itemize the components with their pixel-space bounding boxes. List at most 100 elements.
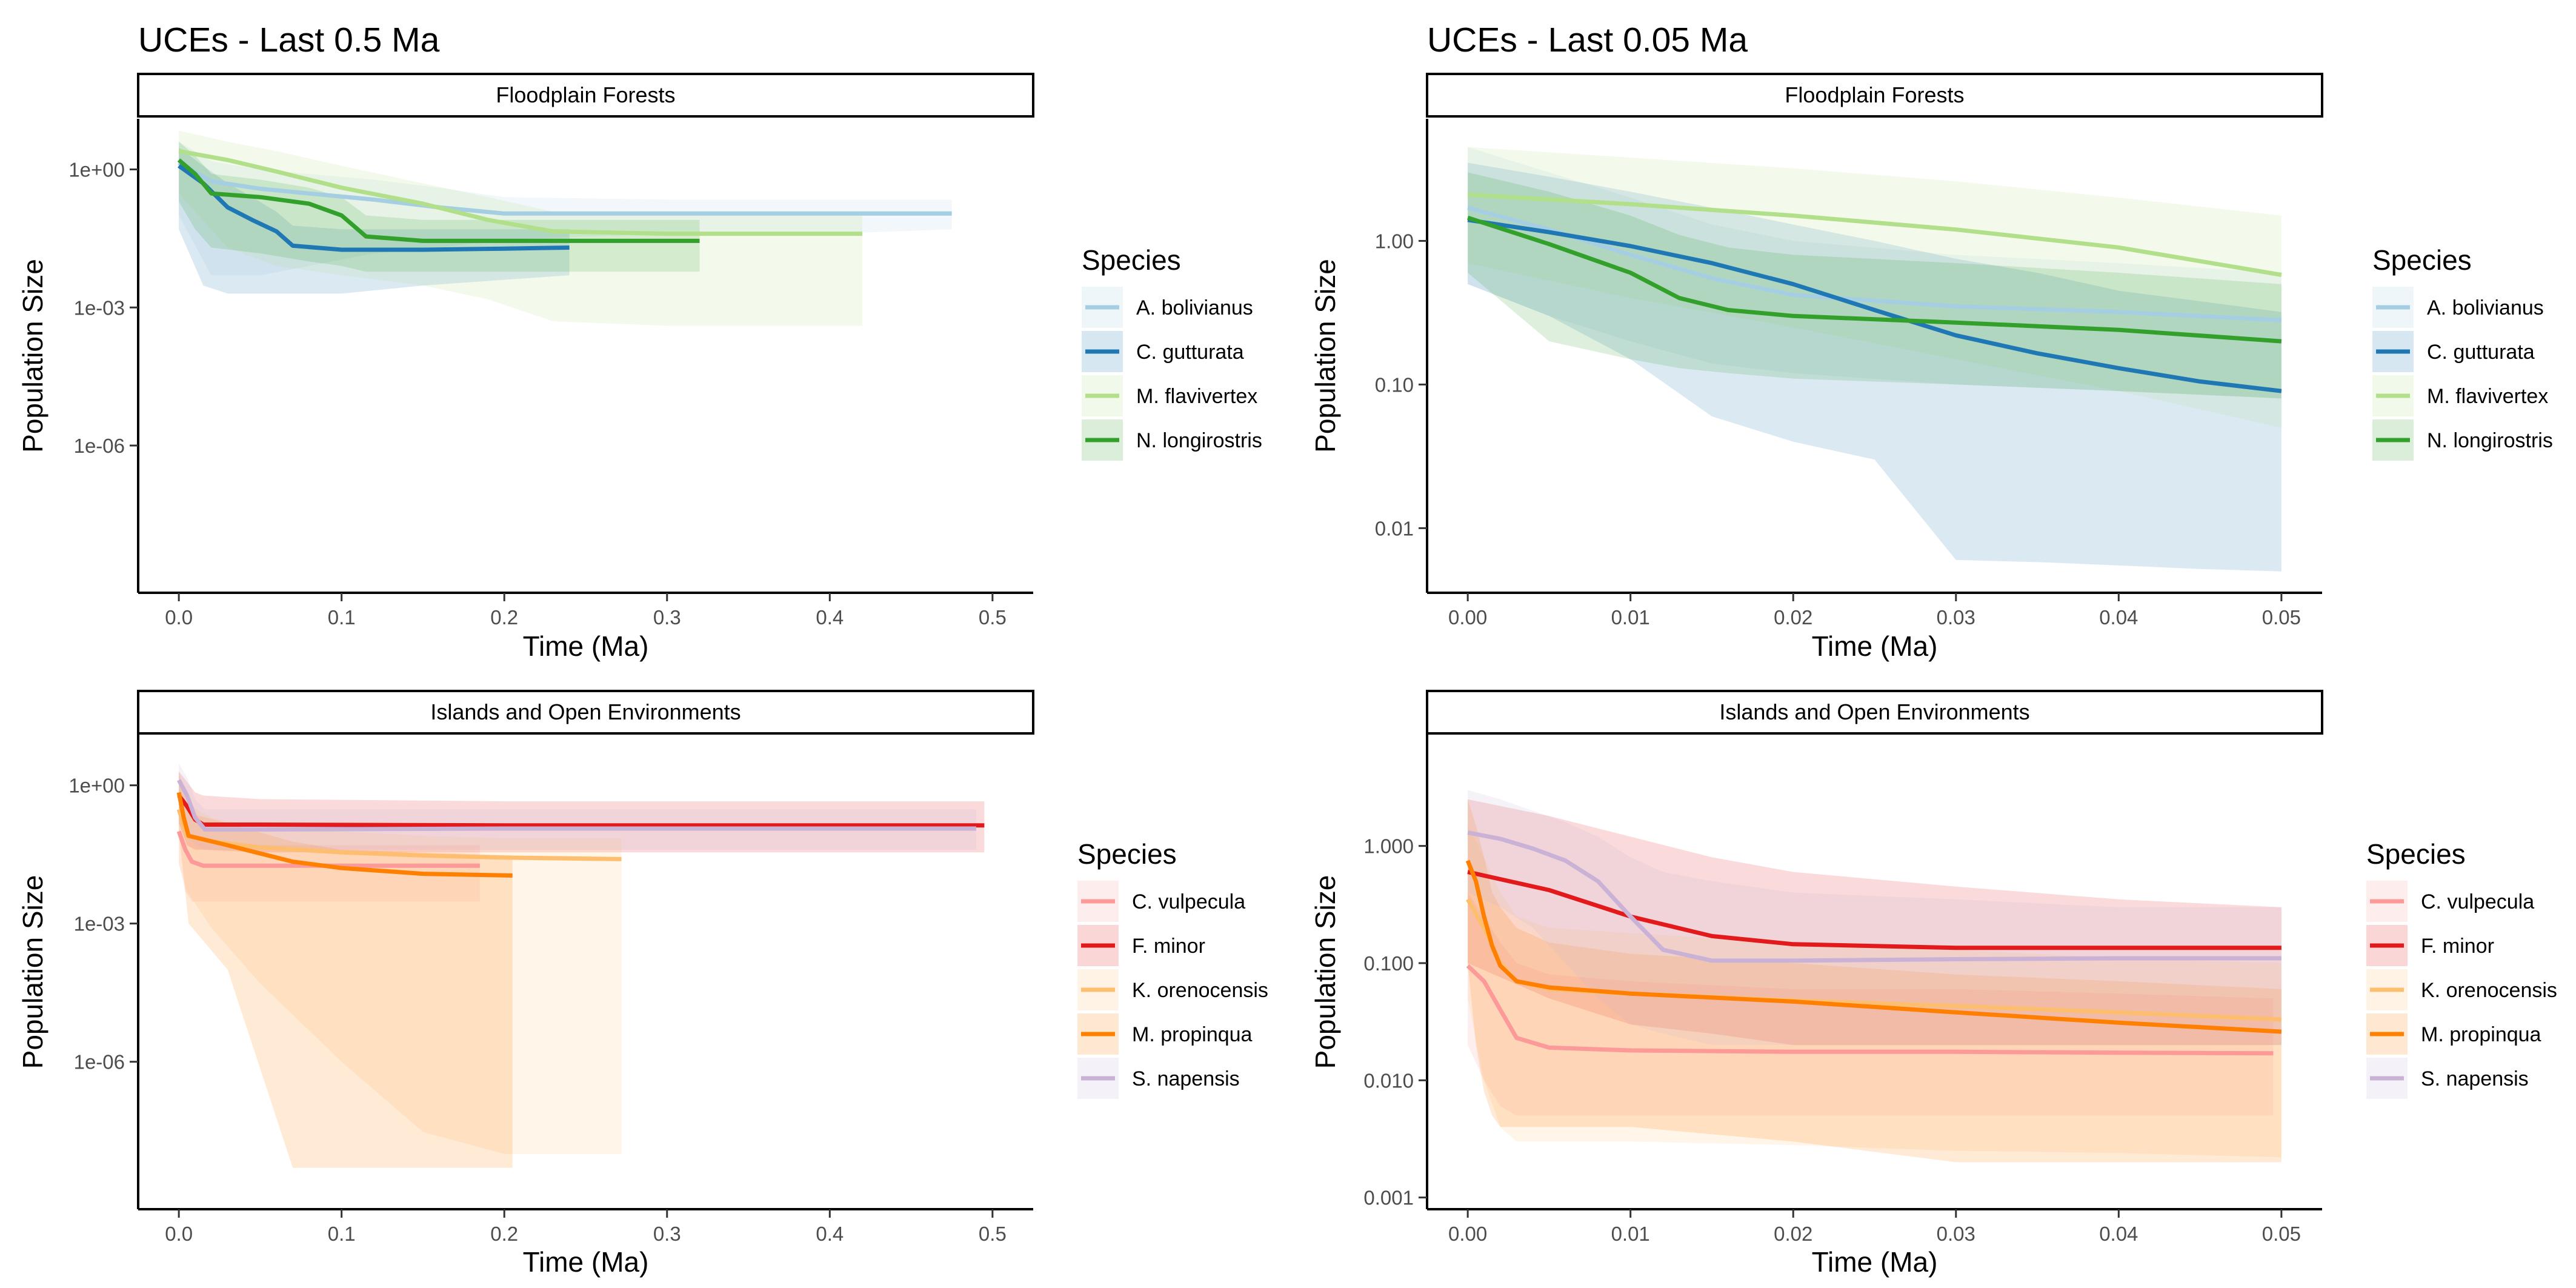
panel-0: UCEs - Last 0.5 Ma Floodplain Forests 0.0 0… <box>17 21 1262 662</box>
plot-area <box>177 130 952 326</box>
legend-label: A. bolivianus <box>1136 296 1253 319</box>
x-tick-label: 0.1 <box>328 1223 356 1245</box>
series-line-0 <box>178 161 952 216</box>
legend-item: C. vulpecula <box>1077 881 1245 922</box>
legend-item: M. flavivertex <box>1082 375 1257 416</box>
y-axis-title: Population Size <box>17 875 48 1069</box>
y-tick-label: 1e-06 <box>74 435 125 457</box>
ribbon-2 <box>179 130 863 326</box>
legend-label: S. napensis <box>2421 1067 2529 1090</box>
plot-area <box>176 763 985 1168</box>
x-tick-label: 0.01 <box>1611 1223 1650 1245</box>
series-line-2 <box>1467 192 2282 277</box>
y-tick-label: 1.00 <box>1375 230 1414 252</box>
facet-strip <box>137 690 1034 735</box>
ribbon-0 <box>1468 147 2281 399</box>
legend-label: M. flavivertex <box>1136 385 1257 408</box>
legend-label: C. vulpecula <box>2421 890 2534 913</box>
y-tick-label: 1e+00 <box>68 159 125 181</box>
legend-item: C. gutturata <box>2372 331 2535 372</box>
series-line-1 <box>177 794 985 828</box>
ribbon-4 <box>1468 790 2281 1046</box>
y-tick-label: 1.000 <box>1363 835 1414 858</box>
legend: Species A. bolivianus C. gutturata M. flavi… <box>2372 244 2553 461</box>
series-line-0 <box>176 830 480 868</box>
legend-title: Species <box>1082 244 1181 276</box>
x-axis-title: Time (Ma) <box>1812 630 1938 662</box>
x-tick-label: 0.2 <box>490 606 518 629</box>
legend-label: F. minor <box>2421 935 2494 958</box>
series-line-3 <box>1465 859 2282 1034</box>
series-line-1 <box>1467 870 2281 950</box>
legend-item: F. minor <box>2366 925 2494 966</box>
series-line-0 <box>1466 964 2274 1056</box>
legend-item: K. orenocensis <box>1077 969 1268 1010</box>
ribbon-3 <box>1468 172 2281 399</box>
x-tick-label: 0.4 <box>816 1223 844 1245</box>
x-tick-label: 0.3 <box>653 606 681 629</box>
ribbon-2 <box>1468 147 2281 428</box>
legend-label: C. gutturata <box>2427 341 2535 364</box>
y-tick-label: 0.001 <box>1363 1187 1414 1209</box>
x-axis-title: Time (Ma) <box>523 1246 649 1278</box>
facet-label: Islands and Open Environments <box>1719 699 2029 724</box>
x-tick-label: 0.00 <box>1448 606 1487 629</box>
legend-item: N. longirostris <box>1082 419 1262 461</box>
legend-label: C. gutturata <box>1136 341 1244 364</box>
facet-label: Floodplain Forests <box>1785 82 1964 107</box>
y-tick-label: 0.010 <box>1363 1069 1414 1092</box>
ribbon-0 <box>179 141 952 276</box>
legend: Species C. vulpecula F. minor K. orenocensi… <box>2366 838 2557 1099</box>
y-tick-label: 0.10 <box>1375 373 1414 396</box>
legend-title: Species <box>2372 244 2472 276</box>
x-tick-label: 0.03 <box>1937 1223 1975 1245</box>
legend-label: N. longirostris <box>2427 429 2553 452</box>
legend-item: A. bolivianus <box>2372 287 2544 328</box>
plot-area <box>1467 147 2282 572</box>
x-tick-label: 0.03 <box>1937 606 1975 629</box>
panel-title: UCEs - Last 0.05 Ma <box>1427 21 1748 59</box>
legend-label: K. orenocensis <box>1132 979 1268 1002</box>
y-tick-label: 1e+00 <box>68 775 125 797</box>
facet-strip <box>1426 690 2323 735</box>
legend-title: Species <box>1077 838 1177 870</box>
legend-item: C. vulpecula <box>2366 881 2534 922</box>
y-tick-label: 0.01 <box>1375 517 1414 539</box>
legend-item: N. longirostris <box>2372 419 2553 461</box>
facet-label: Floodplain Forests <box>496 82 675 107</box>
y-tick-label: 1e-03 <box>74 913 125 935</box>
x-tick-label: 0.5 <box>979 1223 1007 1245</box>
x-tick-label: 0.4 <box>816 606 844 629</box>
legend-label: M. propinqua <box>1132 1023 1253 1046</box>
legend-item: K. orenocensis <box>2366 969 2557 1010</box>
plot-area <box>1465 790 2282 1163</box>
legend-title: Species <box>2366 838 2466 870</box>
series-line-3 <box>177 158 700 243</box>
legend-item: S. napensis <box>2366 1058 2529 1099</box>
ribbon-3 <box>179 771 513 1168</box>
ribbon-1 <box>179 771 985 853</box>
series-line-3 <box>1467 215 2282 344</box>
x-tick-label: 0.01 <box>1611 606 1650 629</box>
x-tick-label: 0.0 <box>165 1223 193 1245</box>
facet-label: Islands and Open Environments <box>430 699 741 724</box>
x-tick-label: 0.3 <box>653 1223 681 1245</box>
y-axis-title: Population Size <box>17 259 48 453</box>
x-tick-label: 0.02 <box>1774 606 1812 629</box>
legend-item: M. propinqua <box>1077 1013 1253 1055</box>
legend-label: C. vulpecula <box>1132 890 1245 913</box>
x-tick-label: 0.0 <box>165 606 193 629</box>
x-tick-label: 0.05 <box>2262 606 2301 629</box>
legend-item: M. flavivertex <box>2372 375 2548 416</box>
legend-label: K. orenocensis <box>2421 979 2557 1002</box>
panel-1: UCEs - Last 0.05 Ma Floodplain Forests 0.0… <box>1310 21 2553 662</box>
x-tick-label: 0.02 <box>1774 1223 1812 1245</box>
x-axis-title: Time (Ma) <box>1812 1246 1938 1278</box>
legend-label: S. napensis <box>1132 1067 1240 1090</box>
y-tick-label: 1e-06 <box>74 1051 125 1073</box>
ribbon-1 <box>1468 799 2281 1046</box>
legend-item: M. propinqua <box>2366 1013 2541 1055</box>
ribbon-3 <box>1468 799 2281 1163</box>
series-line-4 <box>177 779 976 832</box>
